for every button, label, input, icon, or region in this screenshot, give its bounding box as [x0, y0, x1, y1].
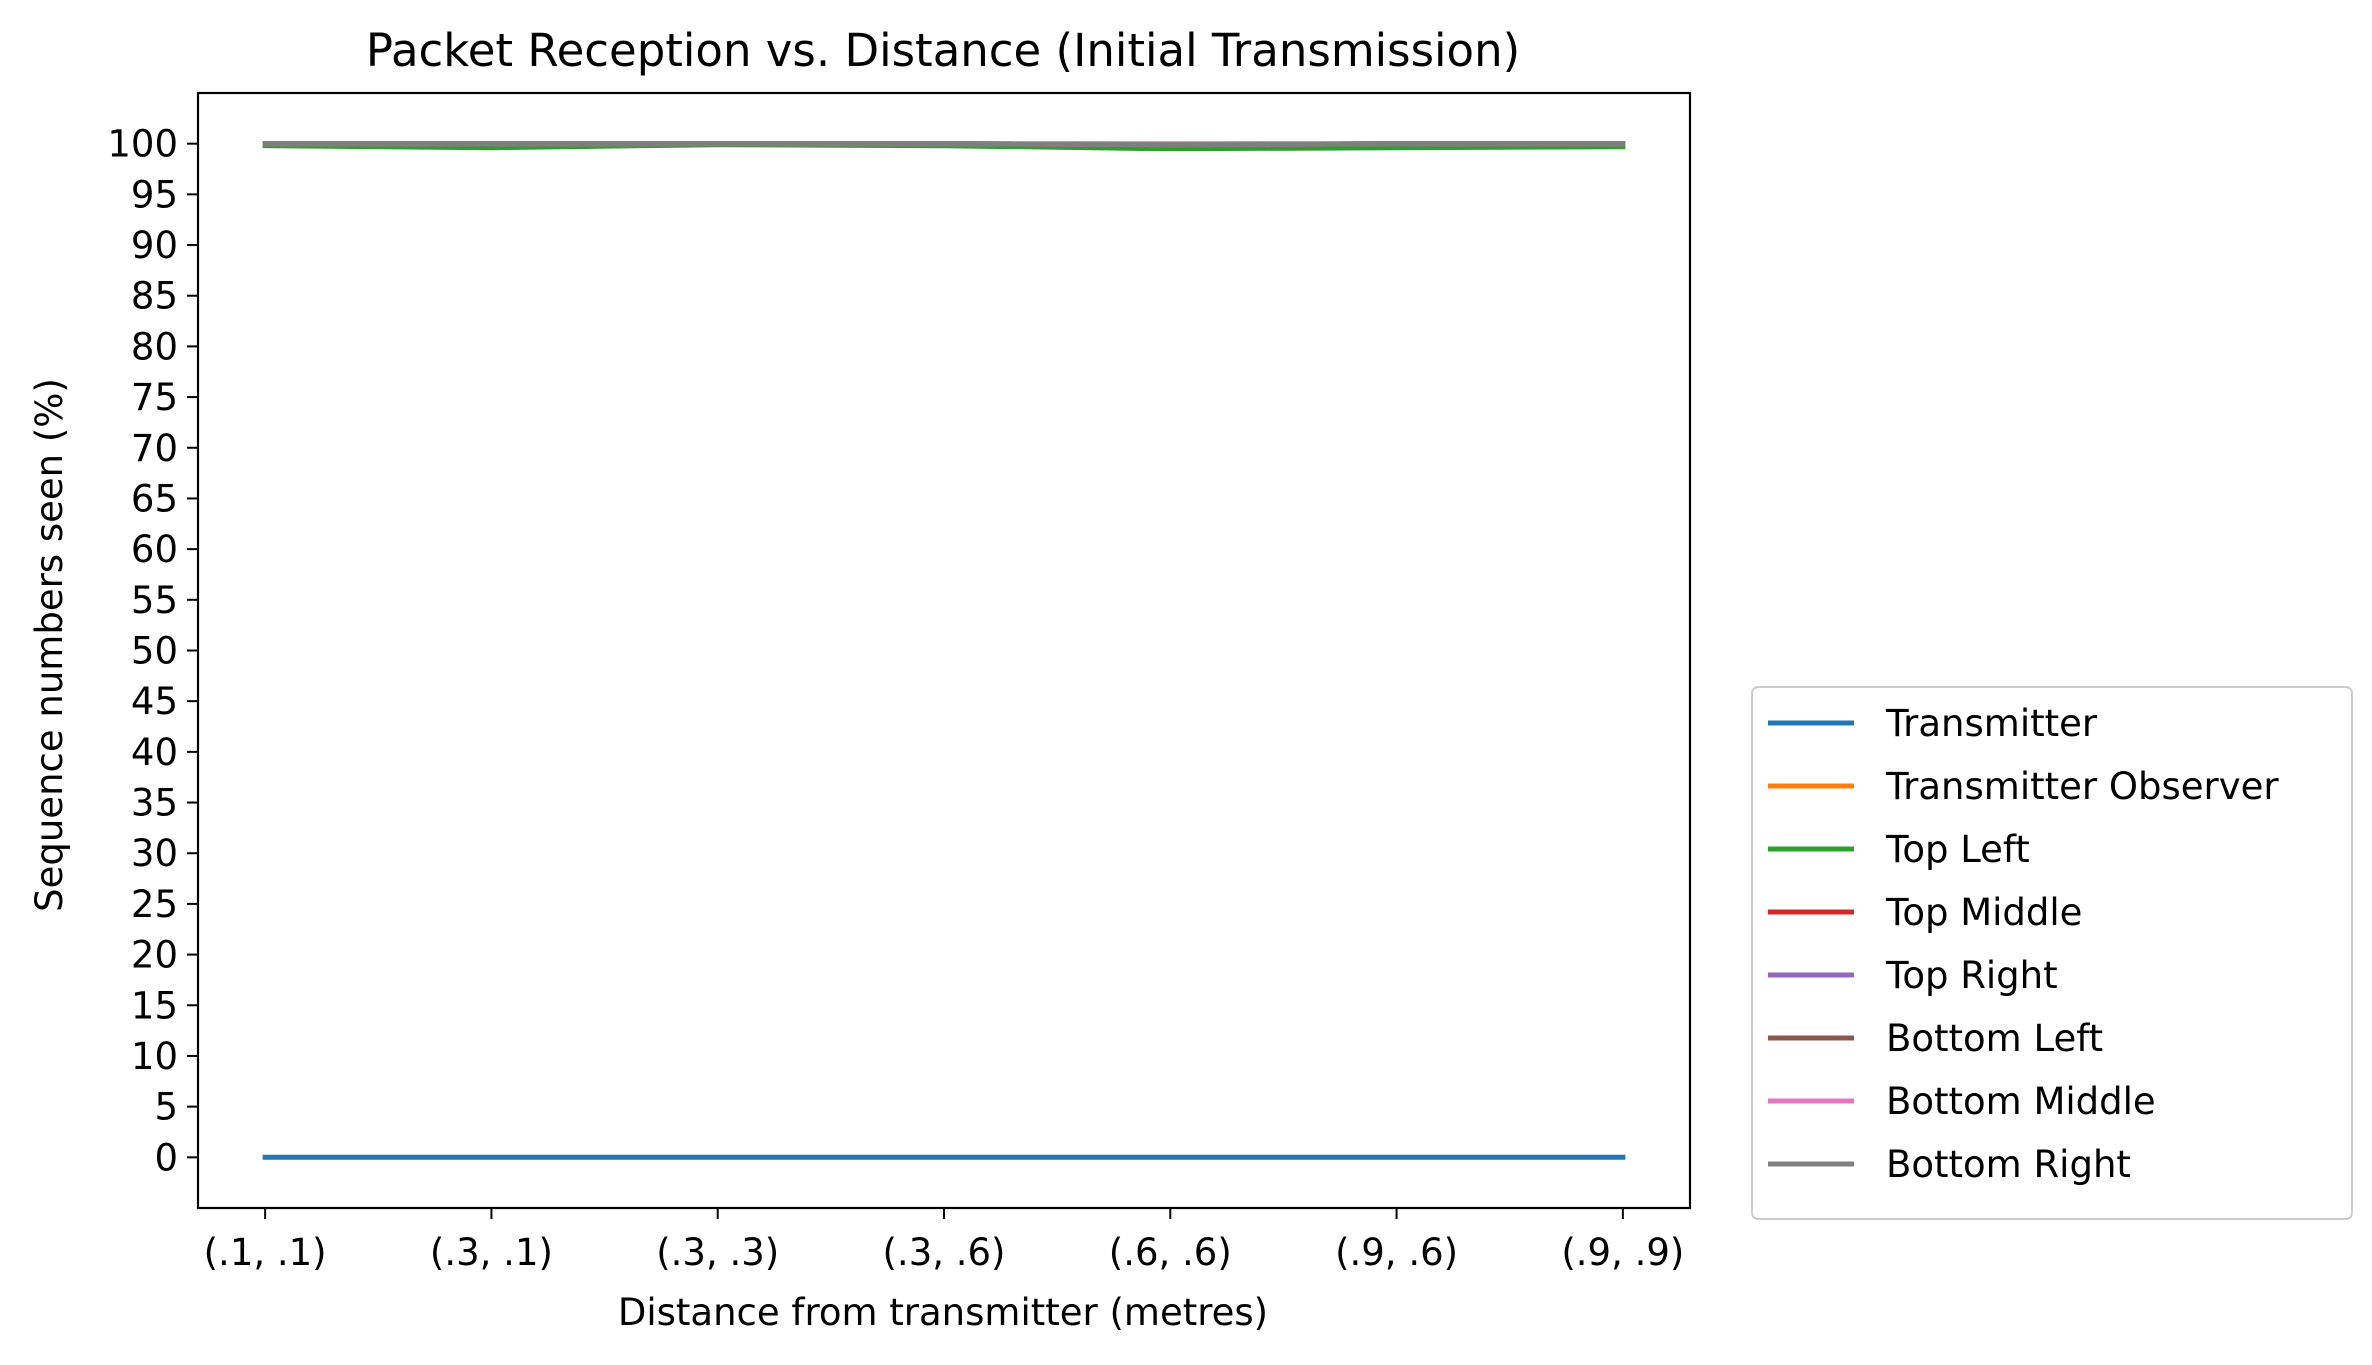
y-tick-label: 20: [131, 934, 178, 977]
y-tick-label: 75: [131, 376, 178, 419]
y-tick-label: 10: [131, 1035, 178, 1078]
x-tick-label: (.9, .6): [1335, 1231, 1458, 1274]
legend: Transmitter Transmitter Observer Top Left T…: [1751, 686, 2353, 1220]
x-tick-label: (.3, .6): [883, 1231, 1006, 1274]
x-tick-label: (.1, .1): [204, 1231, 327, 1274]
legend-label: Bottom Left: [1886, 1017, 2103, 1060]
series-line-bottom-right: [262, 141, 1626, 148]
y-tick-label: 85: [131, 275, 178, 318]
legend-box: [1751, 686, 2353, 1220]
x-tick-label: (.3, .1): [430, 1231, 553, 1274]
x-tick-label: (.3, .3): [656, 1231, 779, 1274]
y-tick-label: 0: [154, 1136, 178, 1179]
y-tick-label: 80: [131, 325, 178, 368]
x-tick-label: (.9, .9): [1561, 1231, 1684, 1274]
y-tick-label: 95: [131, 173, 178, 216]
y-tick-label: 35: [131, 782, 178, 825]
legend-label: Top Middle: [1885, 891, 2082, 934]
y-tick-label: 55: [131, 579, 178, 622]
y-tick-label: 15: [131, 984, 178, 1027]
y-tick-label: 60: [131, 528, 178, 571]
legend-label: Bottom Right: [1886, 1143, 2131, 1186]
x-tick-label: (.6, .6): [1109, 1231, 1232, 1274]
x-axis-title: Distance from transmitter (metres): [618, 1291, 1268, 1334]
y-tick-label: 5: [154, 1086, 178, 1129]
y-axis-title: Sequence numbers seen (%): [28, 378, 71, 912]
chart-title: Packet Reception vs. Distance (Initial T…: [366, 24, 1520, 77]
y-tick-label: 90: [131, 224, 178, 267]
y-tick-label: 100: [107, 123, 178, 166]
y-tick-label: 50: [131, 630, 178, 673]
y-tick-label: 30: [131, 832, 178, 875]
legend-label: Transmitter: [1885, 702, 2098, 745]
y-tick-label: 45: [131, 680, 178, 723]
y-tick-label: 70: [131, 427, 178, 470]
legend-label: Transmitter Observer: [1885, 765, 2279, 808]
legend-label: Top Left: [1885, 828, 2030, 871]
legend-label: Top Right: [1885, 954, 2058, 997]
y-tick-label: 25: [131, 883, 178, 926]
y-tick-label: 40: [131, 731, 178, 774]
plot-area: 0 5 10 15 20 25 30 35 40 45 50 55 60 65 70 75 80 85 90 95 10…: [107, 91, 1692, 1274]
legend-label: Bottom Middle: [1886, 1080, 2156, 1123]
y-tick-label: 65: [131, 477, 178, 520]
